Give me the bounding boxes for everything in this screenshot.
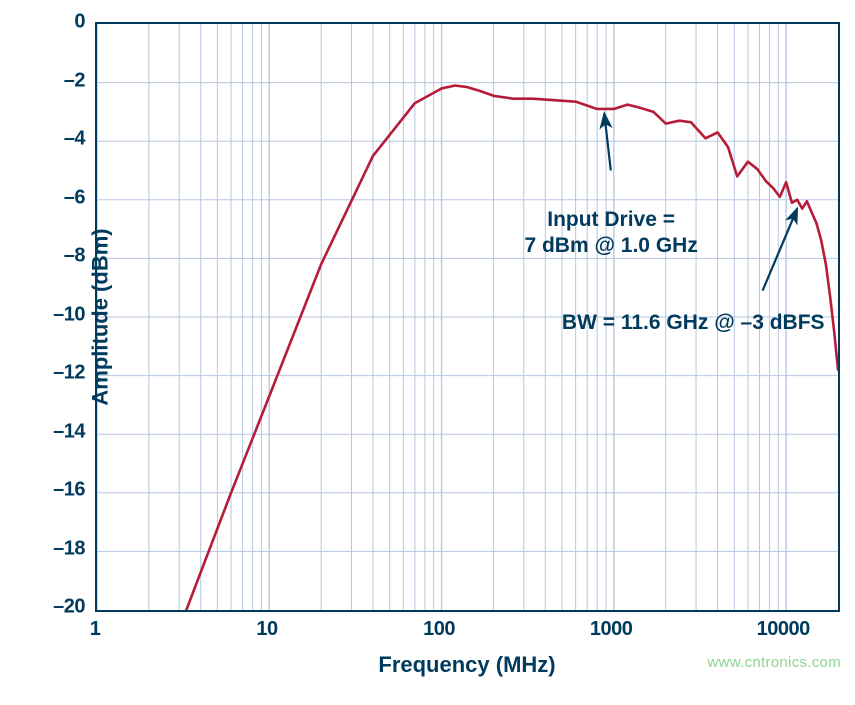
- y-tick-label: –4: [25, 128, 85, 151]
- y-tick-label: –6: [25, 186, 85, 209]
- annotation-input-drive: Input Drive =7 dBm @ 1.0 GHz: [524, 206, 697, 259]
- y-tick-label: –2: [25, 69, 85, 92]
- annotation-bw: BW = 11.6 GHz @ –3 dBFS: [562, 310, 825, 336]
- x-tick-label: 10: [256, 618, 277, 641]
- x-tick-label: 10000: [757, 618, 810, 641]
- x-tick-label: 100: [423, 618, 455, 641]
- y-tick-label: –14: [25, 420, 85, 443]
- y-tick-label: –10: [25, 303, 85, 326]
- y-tick-label: –12: [25, 362, 85, 385]
- y-tick-label: –16: [25, 479, 85, 502]
- x-axis-label: Frequency (MHz): [378, 652, 555, 678]
- x-tick-label: 1: [90, 618, 101, 641]
- x-tick-label: 1000: [590, 618, 633, 641]
- watermark: www.cntronics.com: [708, 654, 841, 671]
- y-axis-label: Amplitude (dBm): [88, 228, 114, 405]
- y-tick-label: –20: [25, 596, 85, 619]
- y-tick-label: –8: [25, 245, 85, 268]
- y-tick-label: 0: [25, 11, 85, 34]
- y-tick-label: –18: [25, 537, 85, 560]
